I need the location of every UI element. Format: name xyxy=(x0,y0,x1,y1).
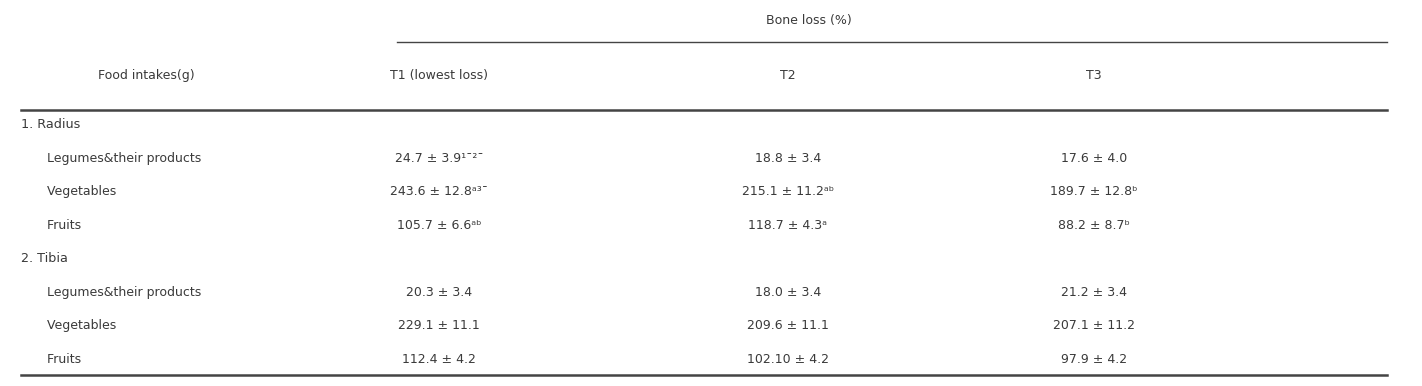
Text: T1 (lowest loss): T1 (lowest loss) xyxy=(390,69,488,82)
Text: 97.9 ± 4.2: 97.9 ± 4.2 xyxy=(1061,353,1128,366)
Text: 229.1 ± 11.1: 229.1 ± 11.1 xyxy=(398,320,481,332)
Text: 207.1 ± 11.2: 207.1 ± 11.2 xyxy=(1054,320,1135,332)
Text: 209.6 ± 11.1: 209.6 ± 11.1 xyxy=(747,320,829,332)
Text: 24.7 ± 3.9¹ˉ²ˉ: 24.7 ± 3.9¹ˉ²ˉ xyxy=(395,152,483,165)
Text: Fruits: Fruits xyxy=(36,219,81,232)
Text: 189.7 ± 12.8ᵇ: 189.7 ± 12.8ᵇ xyxy=(1051,185,1138,198)
Text: 18.8 ± 3.4: 18.8 ± 3.4 xyxy=(755,152,820,165)
Text: Vegetables: Vegetables xyxy=(36,320,117,332)
Text: 17.6 ± 4.0: 17.6 ± 4.0 xyxy=(1061,152,1128,165)
Text: 118.7 ± 4.3ᵃ: 118.7 ± 4.3ᵃ xyxy=(748,219,828,232)
Text: Legumes&their products: Legumes&their products xyxy=(36,286,202,299)
Text: 112.4 ± 4.2: 112.4 ± 4.2 xyxy=(402,353,476,366)
Text: 20.3 ± 3.4: 20.3 ± 3.4 xyxy=(407,286,472,299)
Text: 88.2 ± 8.7ᵇ: 88.2 ± 8.7ᵇ xyxy=(1058,219,1130,232)
Text: Bone loss (%): Bone loss (%) xyxy=(765,14,852,27)
Text: 102.10 ± 4.2: 102.10 ± 4.2 xyxy=(747,353,829,366)
Text: Food intakes(g): Food intakes(g) xyxy=(98,69,195,82)
Text: Vegetables: Vegetables xyxy=(36,185,117,198)
Text: 243.6 ± 12.8ᵃ³ˉ: 243.6 ± 12.8ᵃ³ˉ xyxy=(390,185,488,198)
Text: 21.2 ± 3.4: 21.2 ± 3.4 xyxy=(1061,286,1128,299)
Text: 105.7 ± 6.6ᵃᵇ: 105.7 ± 6.6ᵃᵇ xyxy=(397,219,482,232)
Text: Fruits: Fruits xyxy=(36,353,81,366)
Text: Legumes&their products: Legumes&their products xyxy=(36,152,202,165)
Text: 18.0 ± 3.4: 18.0 ± 3.4 xyxy=(755,286,820,299)
Text: T3: T3 xyxy=(1086,69,1102,82)
Text: 2. Tibia: 2. Tibia xyxy=(21,252,68,266)
Text: 215.1 ± 11.2ᵃᵇ: 215.1 ± 11.2ᵃᵇ xyxy=(742,185,833,198)
Text: T2: T2 xyxy=(779,69,795,82)
Text: 1. Radius: 1. Radius xyxy=(21,119,81,131)
